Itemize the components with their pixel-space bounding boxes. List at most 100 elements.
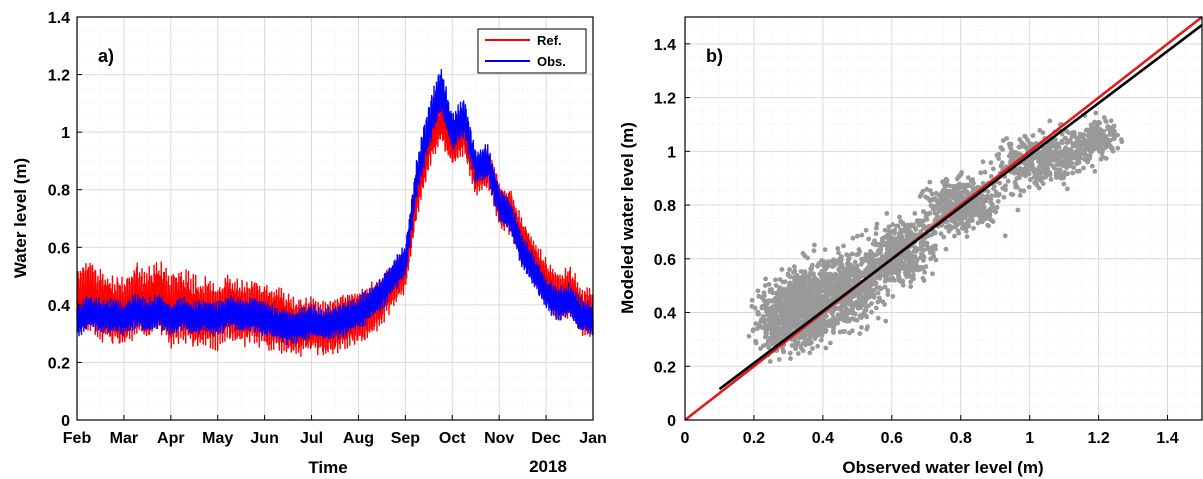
panel-b-points bbox=[746, 110, 1125, 364]
scatter-point bbox=[890, 275, 896, 281]
scatter-point bbox=[922, 269, 927, 275]
scatter-point bbox=[964, 234, 970, 240]
scatter-point bbox=[890, 294, 896, 299]
scatter-point bbox=[895, 223, 901, 229]
scatter-point bbox=[801, 273, 807, 278]
scatter-point bbox=[839, 308, 844, 314]
scatter-point bbox=[929, 191, 935, 197]
scatter-point bbox=[1064, 140, 1070, 146]
scatter-point bbox=[836, 250, 841, 256]
scatter-point bbox=[1119, 137, 1124, 143]
scatter-point bbox=[823, 266, 828, 272]
scatter-point bbox=[1026, 184, 1032, 190]
scatter-point bbox=[766, 282, 772, 287]
scatter-point bbox=[1111, 123, 1117, 129]
scatter-point bbox=[908, 254, 914, 259]
scatter-point bbox=[978, 170, 984, 176]
scatter-point bbox=[970, 177, 976, 182]
scatter-point bbox=[1044, 152, 1050, 158]
scatter-point bbox=[815, 293, 821, 299]
scatter-point bbox=[842, 329, 848, 334]
scatter-point bbox=[1100, 137, 1106, 142]
scatter-point bbox=[918, 255, 923, 260]
scatter-point bbox=[763, 326, 769, 331]
x-tick-label: 1.4 bbox=[1156, 430, 1178, 447]
scatter-point bbox=[767, 359, 773, 364]
scatter-point bbox=[819, 288, 825, 294]
scatter-point bbox=[920, 209, 926, 214]
scatter-point bbox=[1056, 167, 1061, 173]
scatter-point bbox=[822, 274, 828, 280]
scatter-point bbox=[850, 306, 855, 312]
scatter-point bbox=[1101, 128, 1107, 134]
scatter-point bbox=[836, 286, 842, 291]
scatter-point bbox=[1021, 168, 1026, 174]
scatter-point bbox=[791, 269, 796, 275]
scatter-point bbox=[869, 290, 875, 296]
scatter-point bbox=[882, 273, 888, 278]
scatter-point bbox=[804, 285, 810, 291]
scatter-point bbox=[824, 322, 830, 328]
series-obs bbox=[76, 68, 594, 346]
legend-box bbox=[477, 28, 587, 74]
scatter-point bbox=[839, 262, 845, 268]
scatter-point bbox=[798, 278, 804, 283]
scatter-point bbox=[1074, 168, 1080, 174]
scatter-point bbox=[1047, 118, 1053, 124]
scatter-point bbox=[996, 156, 1001, 162]
scatter-point bbox=[760, 314, 766, 319]
scatter-point bbox=[861, 286, 867, 291]
scatter-point bbox=[971, 225, 976, 231]
scatter-point bbox=[885, 288, 891, 293]
scatter-point bbox=[921, 224, 926, 230]
scatter-point bbox=[789, 323, 794, 329]
scatter-point bbox=[955, 228, 961, 234]
scatter-point bbox=[1103, 119, 1109, 124]
scatter-point bbox=[994, 205, 1000, 210]
scatter-point bbox=[838, 254, 844, 259]
x-tick-label: Feb bbox=[63, 430, 92, 447]
scatter-point bbox=[893, 243, 899, 249]
scatter-point bbox=[963, 182, 969, 188]
scatter-point bbox=[1064, 165, 1069, 171]
scatter-point bbox=[943, 176, 949, 182]
scatter-point bbox=[998, 163, 1004, 169]
y-tick-label: 0.8 bbox=[654, 198, 676, 215]
scatter-point bbox=[882, 227, 888, 233]
scatter-point bbox=[1040, 158, 1046, 164]
scatter-point bbox=[844, 308, 850, 314]
scatter-point bbox=[924, 186, 930, 192]
scatter-point bbox=[892, 268, 898, 274]
scatter-point bbox=[908, 229, 914, 235]
scatter-point bbox=[906, 268, 912, 274]
scatter-point bbox=[749, 297, 755, 303]
fit-line bbox=[718, 24, 1203, 391]
scatter-point bbox=[832, 320, 837, 326]
scatter-point bbox=[1036, 169, 1042, 175]
scatter-point bbox=[773, 277, 778, 283]
scatter-point bbox=[830, 316, 836, 322]
x-tick-label: Mar bbox=[110, 430, 138, 447]
scatter-point bbox=[1047, 158, 1053, 163]
scatter-point bbox=[1107, 143, 1113, 149]
scatter-point bbox=[859, 315, 864, 320]
scatter-point bbox=[821, 294, 827, 299]
scatter-point bbox=[773, 290, 778, 296]
scatter-point bbox=[1066, 130, 1071, 136]
scatter-point bbox=[821, 318, 827, 323]
scatter-point bbox=[859, 232, 865, 238]
scatter-point bbox=[795, 351, 801, 356]
scatter-point bbox=[772, 331, 778, 337]
scatter-point bbox=[819, 321, 824, 327]
scatter-point bbox=[877, 285, 882, 290]
scatter-point bbox=[912, 211, 918, 216]
scatter-point bbox=[841, 273, 847, 279]
scatter-point bbox=[1022, 133, 1028, 139]
scatter-point bbox=[790, 284, 796, 290]
scatter-point bbox=[1043, 163, 1049, 169]
scatter-point bbox=[959, 170, 964, 175]
scatter-point bbox=[1057, 150, 1062, 156]
scatter-point bbox=[1041, 175, 1046, 180]
scatter-point bbox=[1100, 146, 1106, 152]
